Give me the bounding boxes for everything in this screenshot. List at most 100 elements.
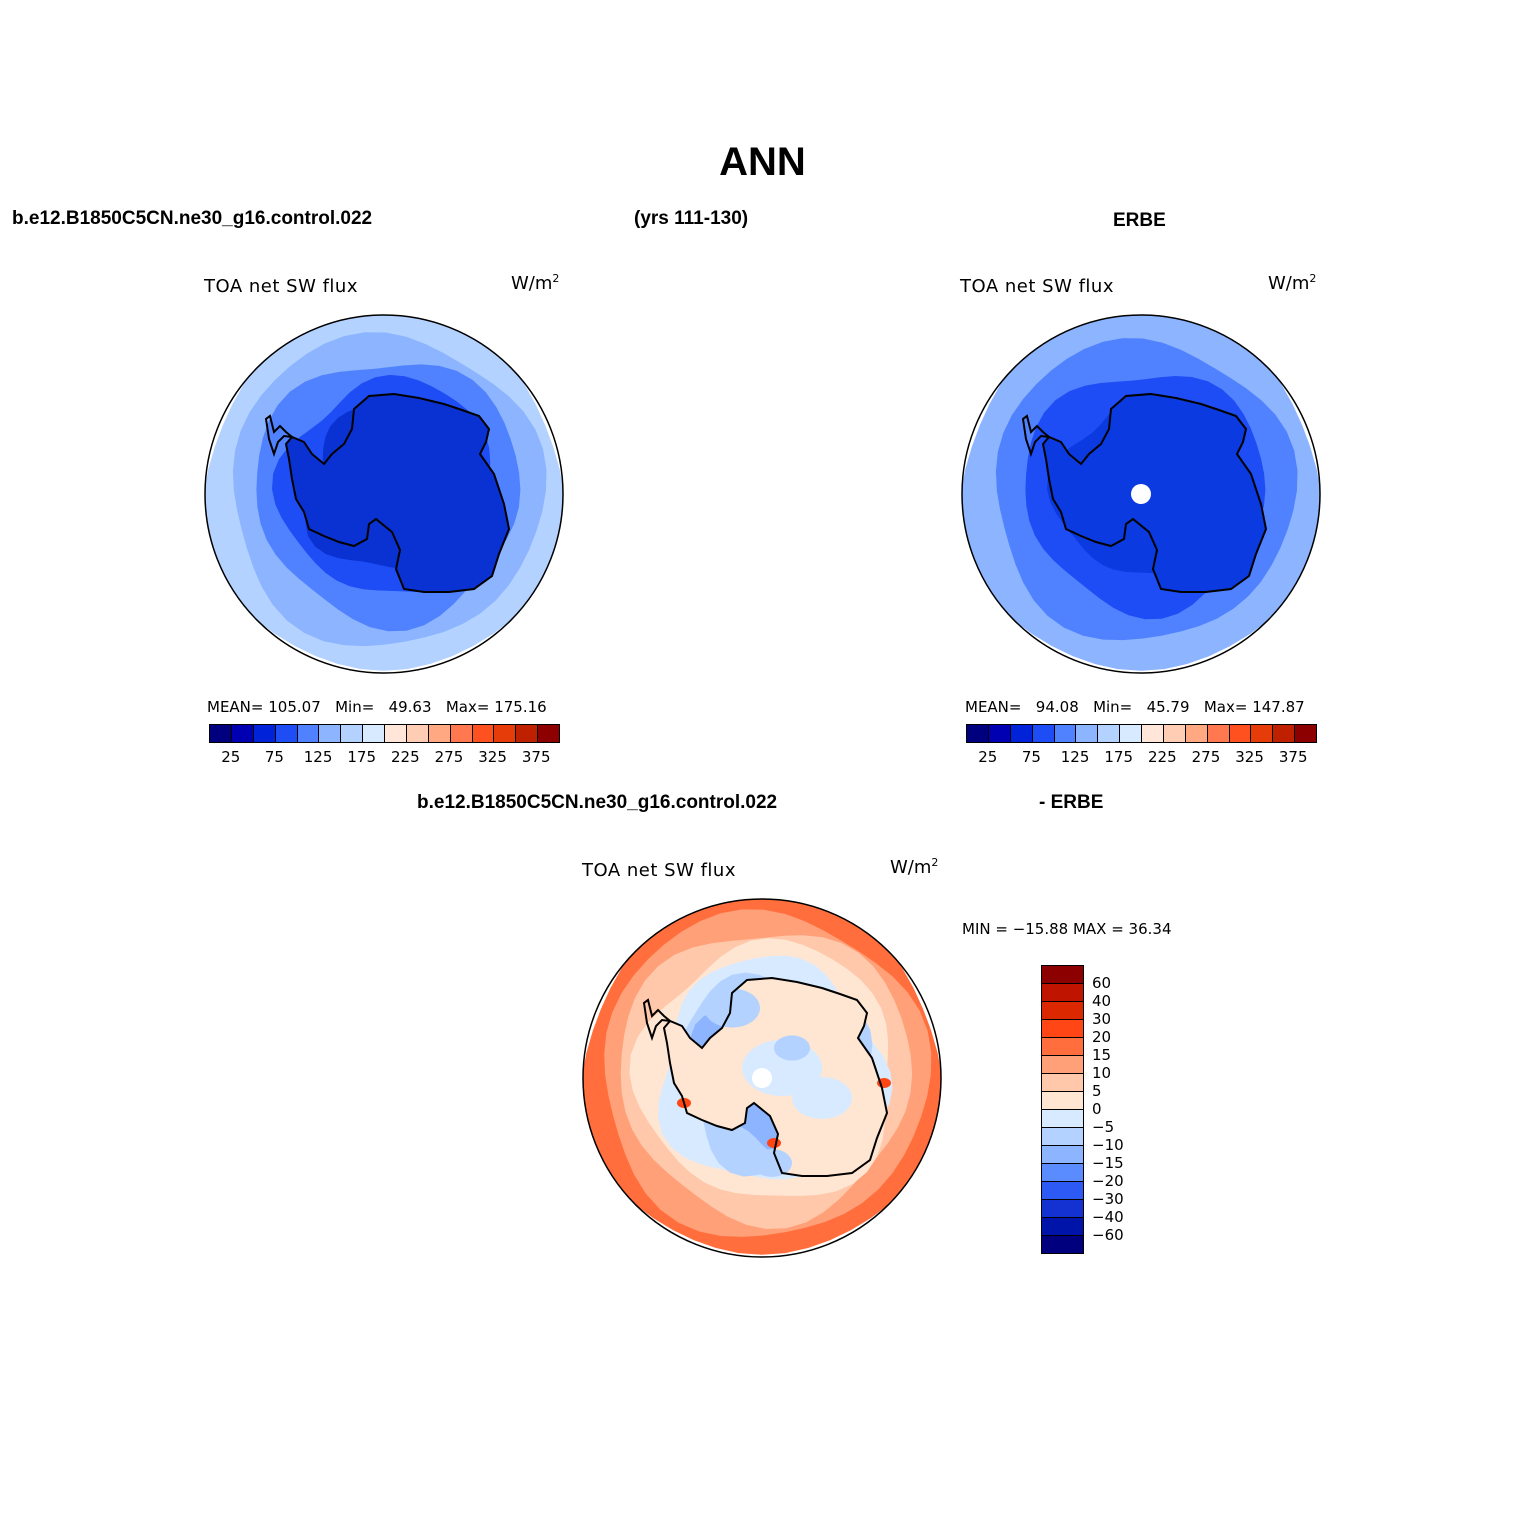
colorbar-swatch	[210, 725, 232, 742]
colorbar-swatch	[1163, 725, 1186, 742]
colorbar-swatch	[1042, 1020, 1083, 1038]
colorbar-tick-label: 125	[1060, 748, 1090, 766]
colorbar-swatch	[1251, 725, 1274, 742]
colorbar-tick-label: −60	[1092, 1226, 1124, 1244]
colorbar-tick-label: 10	[1092, 1064, 1112, 1082]
colorbar-swatch	[1054, 725, 1077, 742]
colorbar-obs-ticks: 25 75 125 175 225 275 325 375	[966, 748, 1315, 768]
map-border	[961, 314, 1321, 674]
colorbar-swatch	[319, 725, 342, 742]
colorbar-swatch	[1042, 1200, 1083, 1218]
panel-diff-title: TOA net SW flux	[582, 860, 736, 881]
colorbar-tick-label: −5	[1092, 1118, 1115, 1136]
panel-model-units: W/m2	[511, 272, 560, 294]
colorbar-tick-label: 175	[1104, 748, 1133, 766]
coastline	[1021, 414, 1053, 458]
panel-obs-units: W/m2	[1268, 272, 1317, 294]
colorbar-swatch	[1207, 725, 1230, 742]
colorbar-tick-label: −40	[1092, 1208, 1124, 1226]
years-header: (yrs 111-130)	[634, 208, 749, 229]
colorbar-swatch	[428, 725, 451, 742]
contour-band	[774, 1035, 810, 1061]
colorbar-tick-label: 25	[978, 748, 998, 766]
colorbar-swatch	[494, 725, 517, 742]
colorbar-swatch	[1142, 725, 1164, 742]
colorbar-swatch	[341, 725, 364, 742]
colorbar-tick-label: 25	[221, 748, 241, 766]
panel-obs-title: TOA net SW flux	[960, 276, 1114, 297]
colorbar-obs	[966, 724, 1317, 743]
colorbar-swatch	[1098, 725, 1121, 742]
colorbar-swatch	[406, 725, 429, 742]
panel-diff-units: W/m2	[890, 856, 939, 878]
contour-band	[752, 1149, 792, 1177]
colorbar-swatch	[297, 725, 320, 742]
colorbar-swatch	[472, 725, 495, 742]
contour-band	[704, 988, 760, 1028]
colorbar-swatch	[385, 725, 407, 742]
panel-diff-minmax: MIN = −15.88 MAX = 36.34	[962, 920, 1172, 938]
colorbar-tick-label: 5	[1092, 1082, 1102, 1100]
colorbar-tick-label: 375	[1278, 748, 1308, 766]
diff-obs-name-header: - ERBE	[1039, 792, 1104, 813]
colorbar-tick-label: 325	[478, 748, 507, 766]
colorbar-tick-label: 275	[1191, 748, 1221, 766]
colorbar-swatch	[1042, 1074, 1083, 1092]
colorbar-swatch	[253, 725, 276, 742]
colorbar-swatch	[1120, 725, 1142, 742]
colorbar-swatch	[1042, 1182, 1083, 1200]
colorbar-tick-label: 225	[390, 748, 420, 766]
pole-mask	[752, 1068, 772, 1088]
colorbar-swatch	[1042, 1218, 1083, 1236]
colorbar-swatch	[1076, 725, 1099, 742]
colorbar-swatch	[988, 725, 1011, 742]
colorbar-tick-label: 125	[303, 748, 333, 766]
colorbar-swatch	[1042, 1056, 1083, 1074]
colorbar-tick-label: −15	[1092, 1154, 1124, 1172]
panel-model-title: TOA net SW flux	[204, 276, 358, 297]
colorbar-swatch	[1229, 725, 1252, 742]
colorbar-swatch	[1185, 725, 1208, 742]
colorbar-swatch	[1042, 984, 1083, 1002]
colorbar-swatch	[231, 725, 254, 742]
contour-band	[792, 1077, 852, 1119]
colorbar-swatch	[275, 725, 298, 742]
colorbar-swatch	[516, 725, 539, 742]
map-diff	[582, 898, 942, 1258]
map-border	[582, 898, 942, 1258]
colorbar-swatch	[1273, 725, 1296, 742]
colorbar-tick-label: 0	[1092, 1100, 1102, 1118]
colorbar-swatch	[1295, 725, 1316, 742]
colorbar-diff	[1041, 965, 1084, 1254]
colorbar-tick-label: 30	[1092, 1010, 1112, 1028]
colorbar-tick-label: 75	[1021, 748, 1041, 766]
colorbar-swatch	[1042, 1164, 1083, 1182]
colorbar-tick-label: 40	[1092, 992, 1112, 1010]
colorbar-swatch	[1042, 1092, 1083, 1110]
colorbar-tick-label: −10	[1092, 1136, 1124, 1154]
colorbar-swatch	[1042, 1038, 1083, 1056]
colorbar-swatch	[1042, 1110, 1083, 1128]
colorbar-tick-label: 20	[1092, 1028, 1112, 1046]
colorbar-model-ticks: 25 75 125 175 225 275 325 375	[209, 748, 558, 768]
contour-band	[767, 1138, 781, 1148]
colorbar-swatch	[1032, 725, 1055, 742]
colorbar-swatch	[450, 725, 473, 742]
panel-obs-stats: MEAN= 94.08 Min= 45.79 Max= 147.87	[965, 698, 1305, 716]
colorbar-tick-label: −30	[1092, 1190, 1124, 1208]
colorbar-tick-label: −20	[1092, 1172, 1124, 1190]
colorbar-swatch	[967, 725, 989, 742]
colorbar-tick-label: 60	[1092, 974, 1112, 992]
map-model	[204, 314, 564, 674]
colorbar-tick-label: 325	[1235, 748, 1264, 766]
colorbar-swatch	[1042, 1002, 1083, 1020]
colorbar-swatch	[363, 725, 385, 742]
colorbar-swatch	[1042, 1146, 1083, 1164]
colorbar-tick-label: 375	[521, 748, 551, 766]
coastline	[642, 998, 674, 1042]
colorbar-model	[209, 724, 560, 743]
map-border	[204, 314, 564, 674]
colorbar-swatch	[1010, 725, 1033, 742]
colorbar-swatch	[1042, 1236, 1083, 1253]
colorbar-tick-label: 225	[1147, 748, 1177, 766]
